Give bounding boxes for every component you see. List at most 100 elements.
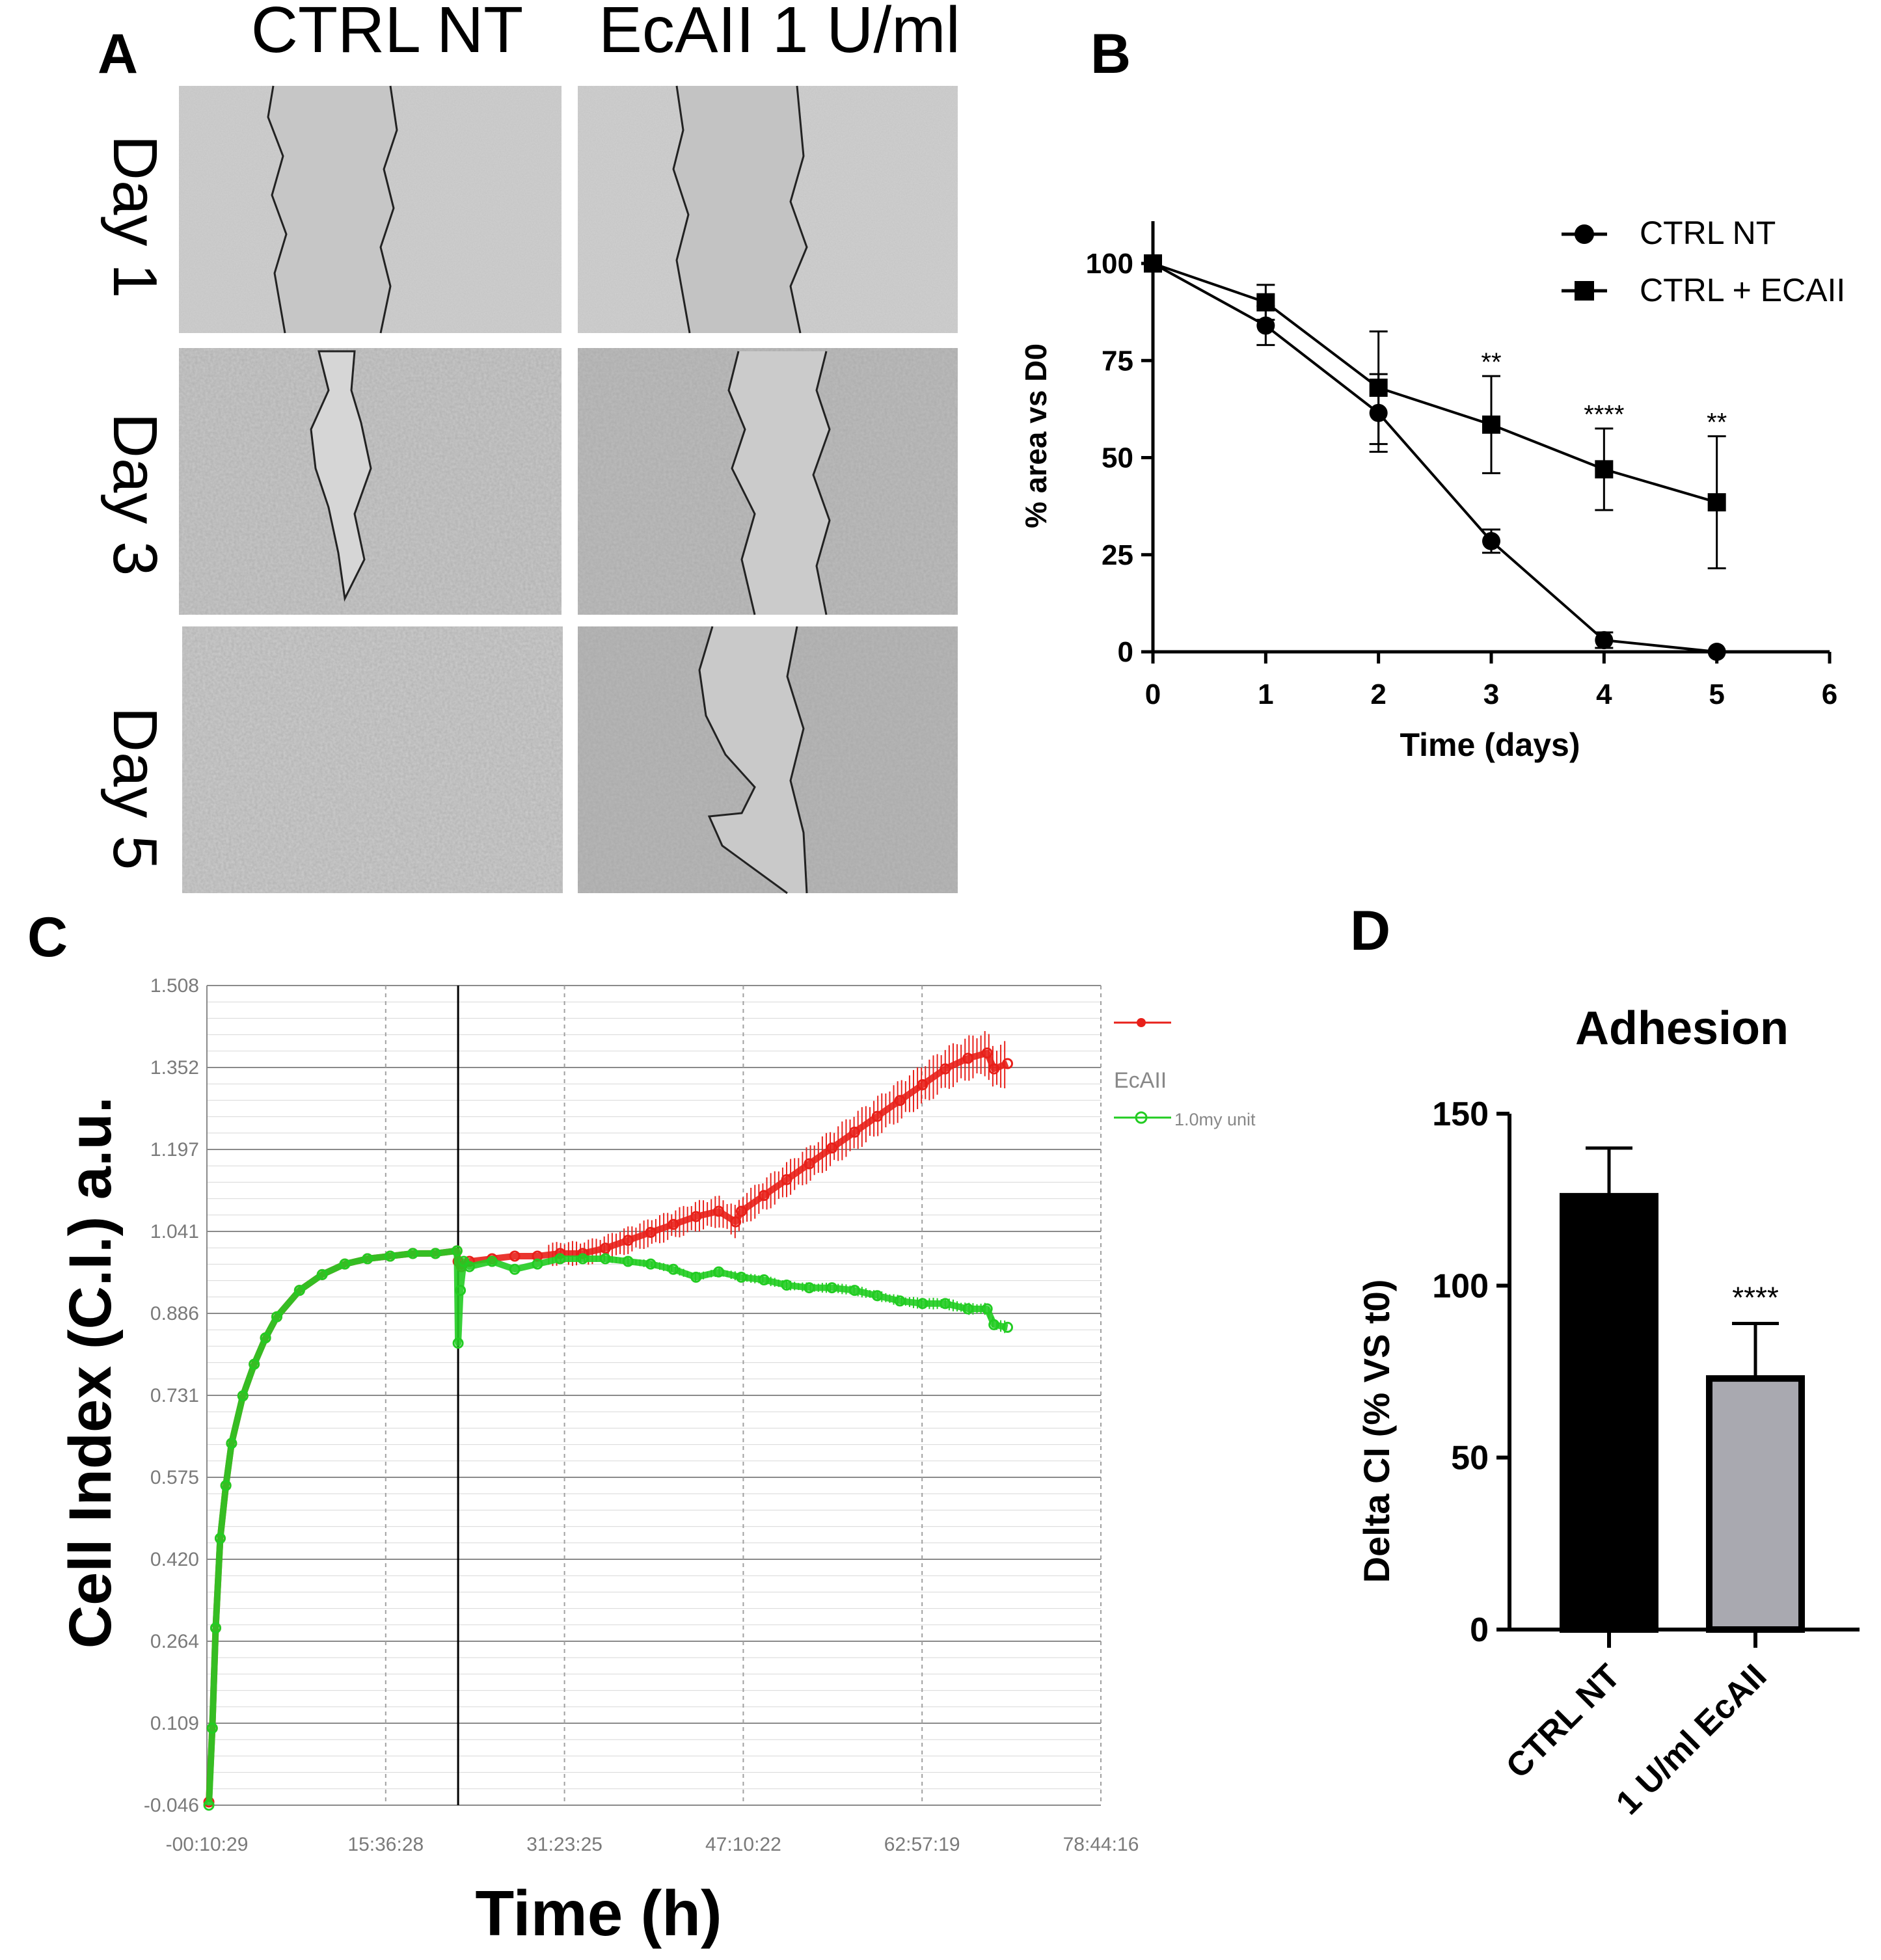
panel-b-tick-labels: 0 1 2 3 4 5 6 0 25 50 75 100 <box>1086 248 1838 710</box>
panel-c-y-tick-label: 0.420 <box>150 1549 199 1570</box>
panel-b-y-axis-label: % area vs D0 <box>1019 343 1053 528</box>
panel-c-y-tick-label: -0.046 <box>144 1795 199 1816</box>
legend-label-ctrl-ecaii: CTRL + ECAII <box>1640 272 1845 308</box>
panel-c-data-point-0 <box>622 1235 634 1246</box>
panel-c-data-point-1 <box>1002 1321 1014 1333</box>
legend-marker-circle <box>1575 224 1594 244</box>
panel-c-data-point-1 <box>464 1261 476 1272</box>
panel-d-y-tick-label: 100 <box>1432 1267 1489 1305</box>
panel-c-y-tick-label: 0.109 <box>150 1713 199 1734</box>
panel-c-data-point-0 <box>894 1095 906 1107</box>
panel-b-y-tick-label: 0 <box>1118 636 1133 668</box>
panel-b-point-square <box>1707 493 1726 512</box>
panel-c-data-point-1 <box>316 1269 328 1280</box>
panel-c-data-point-0 <box>826 1142 838 1154</box>
panel-c-series-line-0 <box>206 1049 1009 1803</box>
panel-c-data-point-1 <box>668 1263 679 1275</box>
panel-b-x-tick-label: 0 <box>1145 678 1161 710</box>
legend-marker-ctrl <box>1137 1018 1146 1027</box>
panel-c-data-point-1 <box>622 1255 634 1267</box>
legend-label-ecaii: EcAII <box>1114 1068 1167 1093</box>
panel-c-data-point-1 <box>871 1290 883 1302</box>
panel-label-b: B <box>1090 23 1131 85</box>
panel-c-data-point-0 <box>848 1126 860 1138</box>
panel-c-data-point-0 <box>509 1250 521 1262</box>
panel-c-data-point-1 <box>249 1358 260 1370</box>
panel-c-data-point-0 <box>735 1205 747 1217</box>
panel-c-data-point-1 <box>220 1480 232 1492</box>
micrograph-ctrl-day5 <box>182 626 563 893</box>
panel-d-bars: **** <box>1560 1146 1805 1633</box>
panel-d-significance-label: **** <box>1732 1280 1779 1314</box>
panel-c-data-point-0 <box>713 1205 725 1217</box>
panel-c-tick-labels: 1.508 1.352 1.197 1.041 0.886 0.731 0.575 0.420… <box>144 975 1139 1855</box>
panel-c-data-point-1 <box>758 1274 770 1285</box>
panel-c-data-point-0 <box>917 1079 928 1090</box>
panel-b-significance-label: ** <box>1707 409 1727 437</box>
panel-c-data-point-1 <box>988 1319 1000 1330</box>
panel-c-data-point-0 <box>690 1211 702 1222</box>
panel-c-series-line-1 <box>206 1247 1008 1806</box>
panel-b: B 0 1 2 3 4 5 6 0 25 50 75 100 Time (days) % area v… <box>1019 23 1845 763</box>
panel-c-data-point-1 <box>940 1298 951 1309</box>
panel-c-data-point-1 <box>917 1298 928 1309</box>
panel-c-data-point-1 <box>237 1390 249 1402</box>
panel-c-data-point-1 <box>981 1303 993 1315</box>
panel-c-data-point-1 <box>509 1263 521 1275</box>
micrograph-ecaii-day5 <box>578 626 958 894</box>
panel-b-significance-label: ** <box>1481 348 1501 377</box>
panel-c-data-point-0 <box>758 1190 770 1202</box>
panel-c-data-point-1 <box>429 1248 441 1259</box>
panel-b-point-circle <box>1482 531 1500 550</box>
panel-b-x-tick-label: 5 <box>1709 678 1724 710</box>
panel-c-x-axis-label: Time (h) <box>475 1877 722 1949</box>
panel-d-bar-1 <box>1706 1375 1805 1633</box>
micrograph-ecaii-day3 <box>578 348 958 615</box>
panel-b-y-tick-label: 25 <box>1102 539 1133 571</box>
panel-b-series-line-1 <box>1152 262 1718 504</box>
panel-c-data-point-0 <box>668 1218 679 1230</box>
panel-c-y-tick-label: 0.731 <box>150 1385 199 1406</box>
column-header-ctrl-nt: CTRL NT <box>251 0 524 66</box>
panel-c-data-point-1 <box>226 1438 237 1449</box>
panel-c-data-point-1 <box>577 1253 589 1265</box>
panel-c-data-point-1 <box>452 1337 464 1349</box>
panel-c-legend: EcAII 1.0my unit <box>1114 1018 1256 1129</box>
panel-c-data-point-0 <box>981 1047 993 1059</box>
panel-c-data-point-0 <box>781 1174 792 1185</box>
panel-c-data-point-1 <box>203 1799 215 1811</box>
panel-c-data-point-1 <box>826 1282 838 1294</box>
panel-b-x-axis-label: Time (days) <box>1400 727 1580 763</box>
panel-b-x-tick-label: 2 <box>1370 678 1386 710</box>
legend-label-unit: 1.0my unit <box>1174 1110 1256 1129</box>
panel-b-point-square <box>1595 460 1614 479</box>
panel-d-x-tick-label: CTRL NT <box>1499 1657 1628 1786</box>
panel-c-series <box>203 1031 1014 1811</box>
panel-c-data-point-0 <box>940 1063 951 1075</box>
panel-c-data-point-1 <box>532 1258 543 1270</box>
row-label-day1: Day 1 <box>100 135 170 299</box>
panel-b-point-square <box>1482 415 1500 434</box>
panel-a: A CTRL NT EcAII 1 U/ml Day 1 Day 3 Day 5 <box>98 0 960 894</box>
panel-b-point-square <box>1369 379 1388 397</box>
panel-c-data-point-1 <box>645 1258 656 1270</box>
panel-c-data-point-1 <box>713 1266 725 1278</box>
panel-d-axes <box>1496 1112 1860 1648</box>
panel-c-data-point-1 <box>451 1245 463 1257</box>
panel-c-y-tick-label: 1.352 <box>150 1057 199 1079</box>
panel-c-x-tick-label: 62:57:19 <box>884 1834 960 1855</box>
panel-c-data-point-0 <box>599 1242 611 1254</box>
panel-b-x-tick-label: 4 <box>1596 678 1612 710</box>
panel-c-data-point-1 <box>804 1282 815 1294</box>
panel-c-data-point-1 <box>271 1311 283 1322</box>
panel-c-data-point-1 <box>894 1295 906 1307</box>
micrograph-ctrl-day3 <box>179 348 562 615</box>
panel-c-data-point-1 <box>214 1533 226 1544</box>
panel-b-series <box>1144 254 1726 661</box>
panel-c-data-point-1 <box>293 1285 305 1296</box>
panel-b-annotations: ****** ** <box>1481 348 1727 437</box>
panel-c-data-point-1 <box>362 1253 373 1265</box>
panel-c-y-tick-label: 1.508 <box>150 975 199 997</box>
panel-c-y-tick-label: 0.575 <box>150 1467 199 1488</box>
panel-d-title: Adhesion <box>1575 1002 1789 1054</box>
